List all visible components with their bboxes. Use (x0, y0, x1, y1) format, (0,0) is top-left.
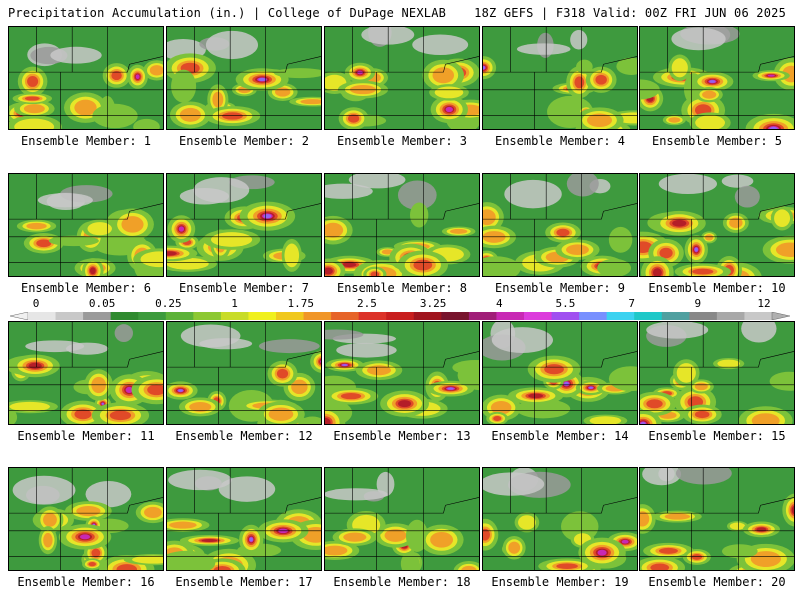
colorbar-bar (10, 312, 790, 320)
chart-title: Precipitation Accumulation (in.) | Colle… (8, 6, 447, 20)
member-map-18 (324, 467, 480, 571)
colorbar-tick-label: 9 (694, 297, 702, 310)
member-map-3 (324, 26, 480, 130)
colorbar-swatch (716, 312, 745, 320)
member-caption-6: Ensemble Member: 6 (20, 281, 152, 295)
colorbar-swatch (110, 312, 139, 320)
member-map-2 (166, 26, 322, 130)
colorbar-swatch (83, 312, 112, 320)
member-map-14 (482, 321, 638, 425)
member-caption-15: Ensemble Member: 15 (648, 429, 786, 443)
member-map-12 (166, 321, 322, 425)
member-map-13 (324, 321, 480, 425)
colorbar-swatch (28, 312, 57, 320)
colorbar-swatch (496, 312, 525, 320)
member-caption-19: Ensemble Member: 19 (491, 575, 629, 589)
colorbar-swatch (248, 312, 277, 320)
colorbar-swatch (606, 312, 635, 320)
colorbar-swatch (55, 312, 84, 320)
member-caption-3: Ensemble Member: 3 (336, 134, 468, 148)
colorbar-tick-label: 1 (231, 297, 238, 310)
colorbar-swatch (634, 312, 663, 320)
colorbar-swatch (744, 312, 773, 320)
member-caption-18: Ensemble Member: 18 (333, 575, 471, 589)
colorbar-tick-label: 5.5 (555, 297, 576, 310)
colorbar-tick-label: 3.25 (419, 297, 447, 310)
colorbar-tick-label: 0 (32, 297, 40, 310)
member-map-20 (639, 467, 795, 571)
member-map-10 (639, 173, 795, 277)
member-caption-8: Ensemble Member: 8 (336, 281, 468, 295)
colorbar-swatch (276, 312, 305, 320)
member-caption-4: Ensemble Member: 4 (494, 134, 626, 148)
member-caption-5: Ensemble Member: 5 (651, 134, 783, 148)
member-caption-7: Ensemble Member: 7 (178, 281, 310, 295)
colorbar-swatch (220, 312, 249, 320)
colorbar-swatch (386, 312, 415, 320)
member-map-6 (8, 173, 164, 277)
member-map-15 (639, 321, 795, 425)
colorbar-swatch (579, 312, 608, 320)
colorbar-swatch (468, 312, 497, 320)
colorbar-swatch (138, 312, 167, 320)
colorbar-swatch (524, 312, 553, 320)
member-caption-17: Ensemble Member: 17 (175, 575, 313, 589)
colorbar-tick-label: 0.05 (88, 297, 116, 310)
colorbar-tick-label: 4 (495, 297, 503, 310)
colorbar-swatch (193, 312, 222, 320)
member-map-19 (482, 467, 638, 571)
colorbar (10, 312, 790, 320)
run-info: 18Z GEFS | F318 Valid: 00Z FRI JUN 06 20… (474, 6, 786, 20)
member-map-5 (639, 26, 795, 130)
colorbar-tick-label: 7 (628, 297, 635, 310)
colorbar-max-arrow (771, 312, 790, 320)
colorbar-swatch (303, 312, 332, 320)
member-caption-16: Ensemble Member: 16 (17, 575, 155, 589)
member-caption-1: Ensemble Member: 1 (20, 134, 152, 148)
member-caption-13: Ensemble Member: 13 (333, 429, 471, 443)
member-map-8 (324, 173, 480, 277)
colorbar-tick-label: 2.5 (356, 297, 377, 310)
member-caption-9: Ensemble Member: 9 (494, 281, 626, 295)
member-caption-20: Ensemble Member: 20 (648, 575, 786, 589)
colorbar-swatch (165, 312, 194, 320)
colorbar-swatch (358, 312, 387, 320)
colorbar-swatch (661, 312, 690, 320)
colorbar-swatch (689, 312, 718, 320)
member-caption-10: Ensemble Member: 10 (648, 281, 786, 295)
colorbar-tick-label: 0.25 (155, 297, 182, 310)
colorbar-tick-label: 12 (757, 297, 771, 310)
member-caption-14: Ensemble Member: 14 (491, 429, 629, 443)
member-map-16 (8, 467, 164, 571)
colorbar-swatch (441, 312, 470, 320)
colorbar-swatch (413, 312, 442, 320)
member-caption-2: Ensemble Member: 2 (178, 134, 310, 148)
member-map-4 (482, 26, 638, 130)
member-caption-12: Ensemble Member: 12 (175, 429, 313, 443)
colorbar-tick-label: 1.75 (287, 297, 314, 310)
colorbar-min-arrow (10, 312, 29, 320)
member-map-17 (166, 467, 322, 571)
member-caption-11: Ensemble Member: 11 (17, 429, 155, 443)
member-map-7 (166, 173, 322, 277)
member-map-1 (8, 26, 164, 130)
member-map-11 (8, 321, 164, 425)
colorbar-swatch (331, 312, 360, 320)
colorbar-swatch (551, 312, 580, 320)
member-map-9 (482, 173, 638, 277)
